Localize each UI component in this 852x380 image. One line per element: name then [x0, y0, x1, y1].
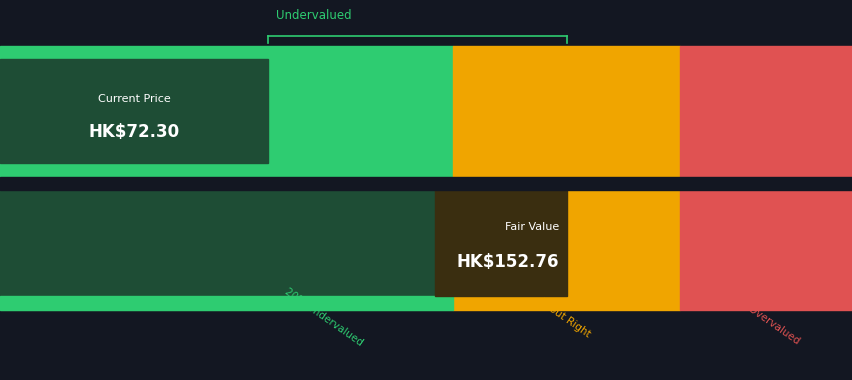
- Text: HK$152.76: HK$152.76: [456, 253, 558, 271]
- Bar: [0, 296, 452, 310]
- Text: 20% Overvalued: 20% Overvalued: [724, 289, 801, 347]
- Text: 20% Undervalued: 20% Undervalued: [282, 287, 364, 348]
- Text: About Right: About Right: [535, 296, 591, 339]
- Bar: [452, 190, 679, 310]
- Bar: [0, 46, 452, 177]
- Bar: [452, 46, 679, 177]
- Text: Undervalued: Undervalued: [275, 9, 351, 22]
- Text: Current Price: Current Price: [98, 93, 170, 104]
- Bar: [0, 177, 852, 190]
- Bar: [0, 59, 268, 163]
- Text: HK$72.30: HK$72.30: [89, 123, 180, 141]
- Text: 52.7%: 52.7%: [275, 0, 343, 4]
- Bar: [435, 190, 566, 296]
- Bar: [679, 190, 852, 310]
- Text: Fair Value: Fair Value: [504, 222, 558, 232]
- Bar: [0, 190, 452, 310]
- Bar: [679, 46, 852, 177]
